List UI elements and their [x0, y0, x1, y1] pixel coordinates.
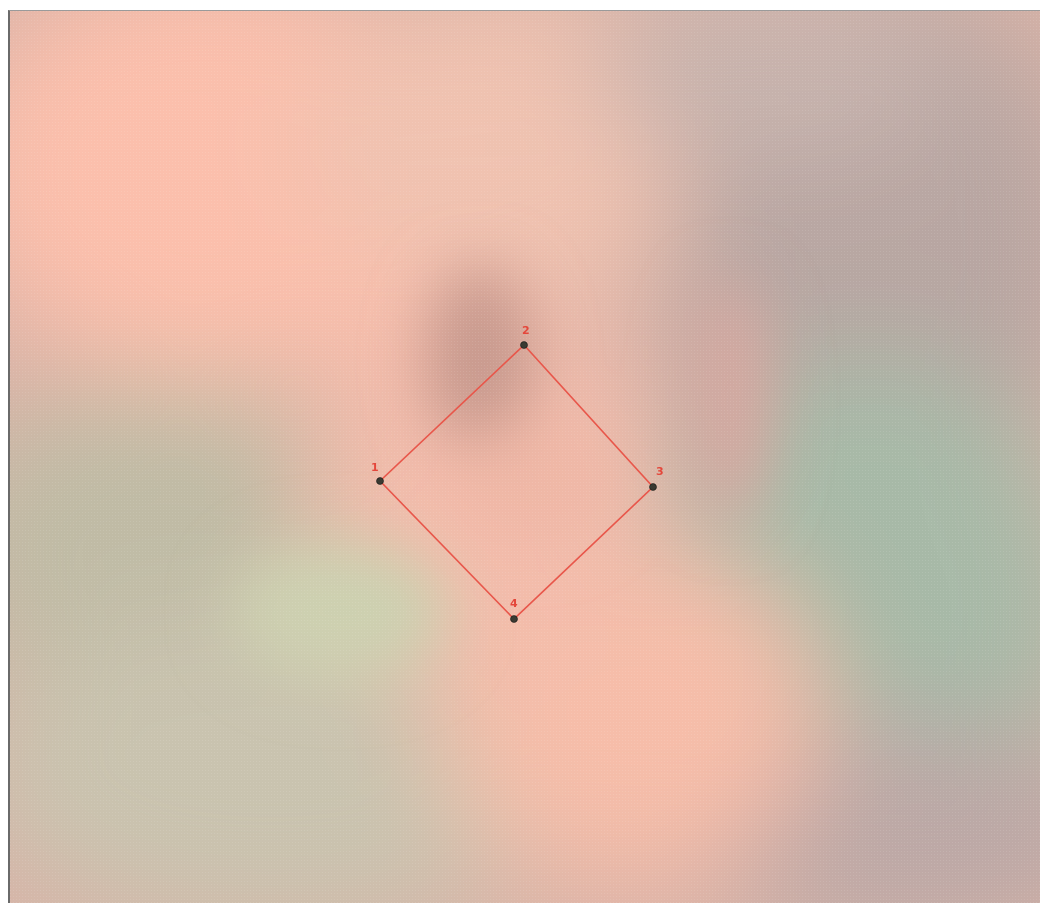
- vertex-1[interactable]: 1: [371, 461, 384, 485]
- vertex-3[interactable]: 3: [649, 465, 664, 491]
- image-viewport[interactable]: 1 2 3 4: [8, 10, 1040, 903]
- vertex-handle-2[interactable]: [520, 341, 528, 349]
- annotation-outline[interactable]: [378, 343, 655, 621]
- vertex-2[interactable]: 2: [520, 324, 530, 349]
- vertex-handle-4[interactable]: [510, 615, 518, 623]
- vertex-handle-1[interactable]: [376, 477, 384, 485]
- vertex-label-3: 3: [656, 465, 664, 478]
- vertex-label-4: 4: [510, 597, 518, 610]
- vertex-label-2: 2: [522, 324, 530, 337]
- vertex-4[interactable]: 4: [510, 597, 518, 623]
- vertex-handle-3[interactable]: [649, 483, 657, 491]
- vertex-markers: 1 2 3 4: [371, 324, 664, 623]
- polygon-annotation-layer: 1 2 3 4: [371, 324, 664, 623]
- blurred-photo-background: [10, 11, 1040, 903]
- vertex-label-1: 1: [371, 461, 379, 474]
